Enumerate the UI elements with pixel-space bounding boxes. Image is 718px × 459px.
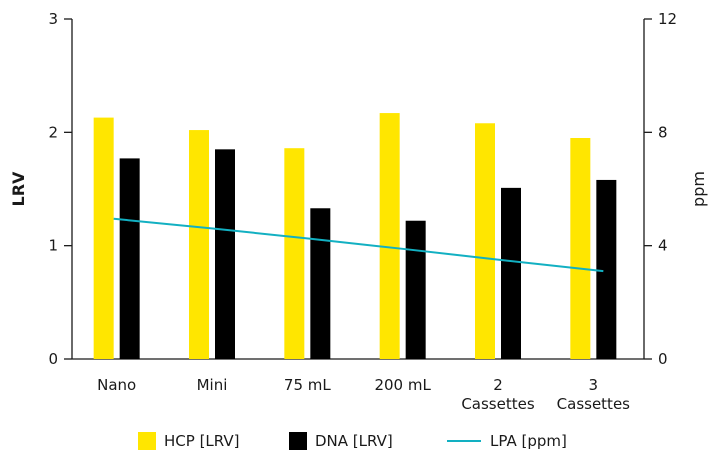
legend-swatch-hcp (138, 432, 156, 450)
y-right-tick-label: 12 (658, 10, 677, 28)
y-left-tick-label: 3 (48, 10, 58, 28)
hcp-bar (379, 113, 400, 359)
y-left-tick-label: 1 (48, 237, 58, 255)
dna-bar (119, 158, 140, 359)
x-tick-label: 200 mL (374, 376, 431, 394)
legend-label-dna: DNA [LRV] (315, 432, 393, 450)
legend: HCP [LRV] DNA [LRV] LPA [ppm] (138, 432, 567, 450)
bars (93, 113, 617, 360)
dna-bar (405, 220, 426, 359)
hcp-bar (475, 123, 495, 360)
hcp-bar (284, 148, 305, 359)
x-tick-label: 75 mL (284, 376, 331, 394)
lpa-line (113, 217, 604, 273)
y-left-axis-title: LRV (9, 171, 28, 207)
hcp-bar (93, 117, 114, 359)
hcp-bar (189, 130, 209, 359)
x-tick-label: 3 (589, 376, 599, 394)
y-left-tick-label: 2 (48, 123, 58, 141)
y-right-tick-label: 0 (658, 350, 668, 368)
hcp-bar (570, 138, 591, 359)
y-right-tick-label: 4 (658, 237, 668, 255)
x-tick-label: Cassettes (461, 395, 535, 413)
dna-bar (215, 149, 235, 359)
x-tick-label: Nano (97, 376, 136, 394)
dna-bar (501, 187, 521, 359)
x-tick-label: 2 (493, 376, 503, 394)
legend-label-lpa: LPA [ppm] (490, 432, 567, 450)
legend-swatch-dna (289, 432, 307, 450)
y-left-tick-label: 0 (48, 350, 58, 368)
y-right-axis-title: ppm (689, 171, 708, 207)
y-right-tick-label: 8 (658, 123, 668, 141)
lpa-line-layer (113, 217, 604, 273)
dna-bar (310, 208, 331, 359)
dna-bar (596, 179, 617, 359)
legend-label-hcp: HCP [LRV] (164, 432, 240, 450)
x-tick-label: Mini (197, 376, 228, 394)
x-tick-label: Cassettes (557, 395, 631, 413)
